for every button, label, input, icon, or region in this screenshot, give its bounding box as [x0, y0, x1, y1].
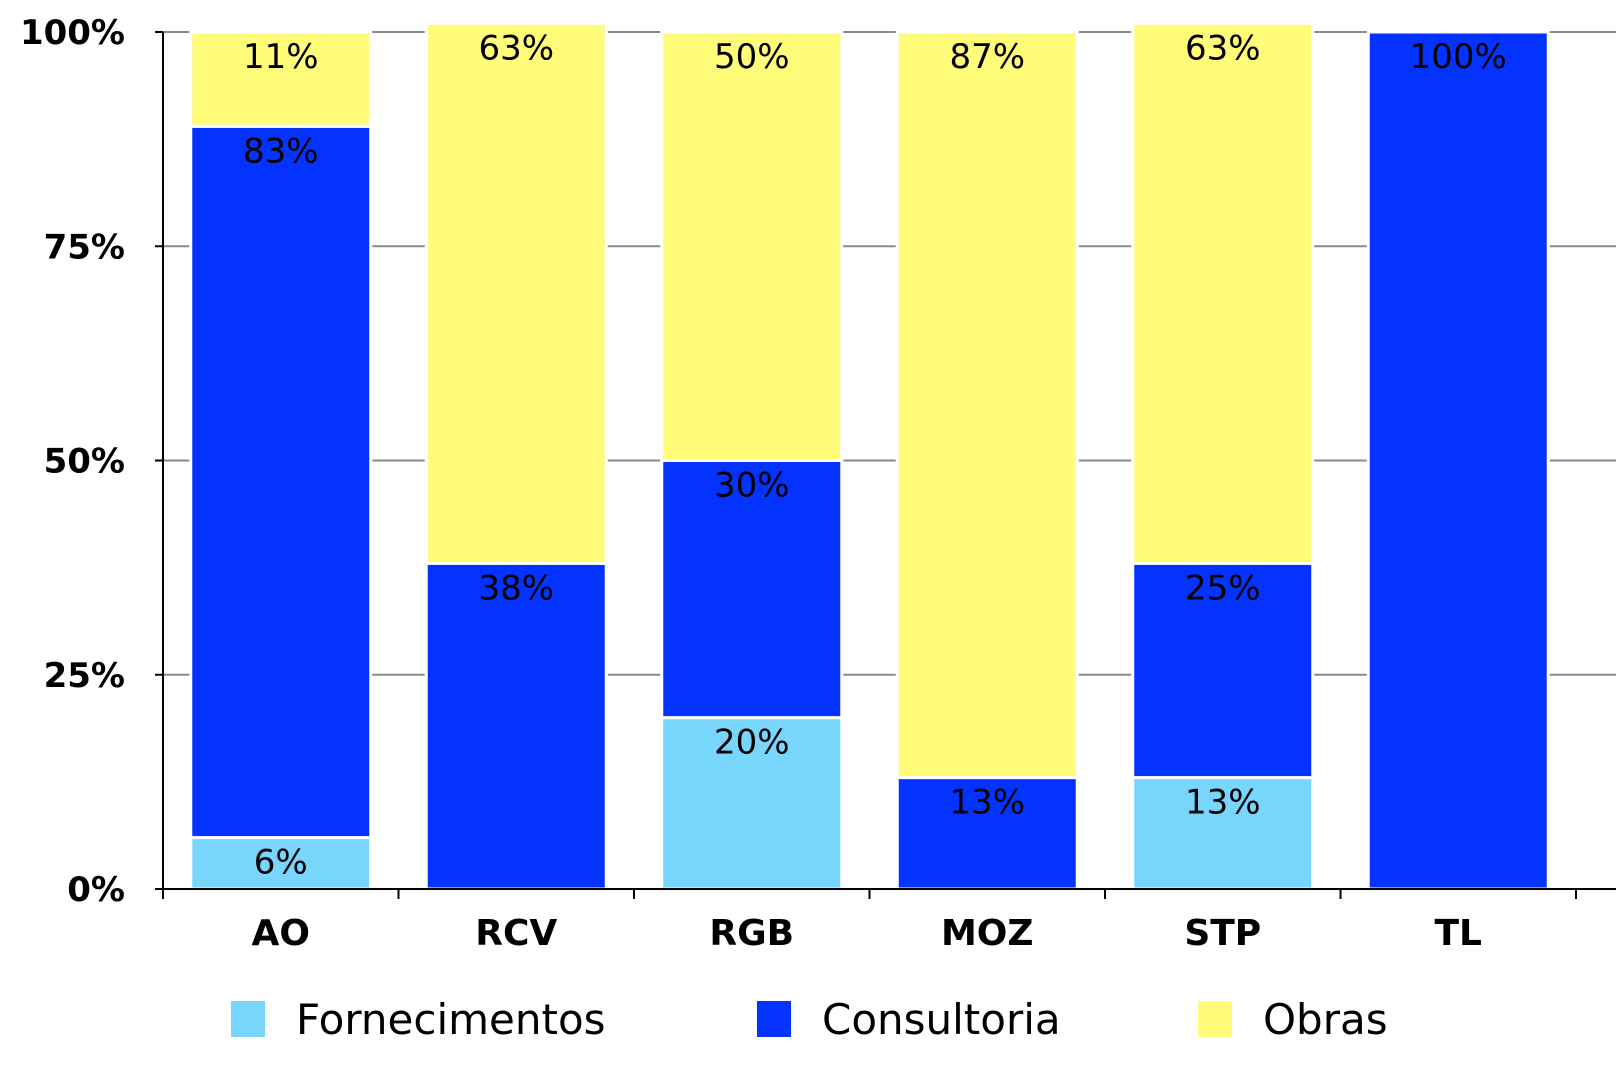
x-category-label: RGB — [709, 913, 794, 954]
data-label: 25% — [1185, 568, 1261, 608]
bar-fornecimentos-ao — [189, 836, 373, 891]
bar-fornecimentos-stp — [1131, 776, 1315, 891]
bar-obras-rgb — [660, 30, 844, 462]
bar-obras-moz — [895, 30, 1079, 780]
data-label: 87% — [949, 37, 1025, 77]
legend-label: Consultoria — [822, 995, 1061, 1044]
x-category-label: AO — [252, 913, 310, 954]
legend-label: Obras — [1263, 995, 1388, 1044]
bars: 6% 83% 11% 38% 63% 20% 30% 50% 13% 87% 13% 25% 63% 10… — [189, 21, 1550, 891]
data-label: 83% — [243, 131, 319, 171]
bar-obras-ao — [189, 30, 373, 128]
legend-swatch — [1198, 1001, 1232, 1037]
axes — [155, 31, 1616, 899]
data-label: 63% — [478, 28, 554, 68]
bar-consultoria-rcv — [424, 561, 608, 891]
data-label: 13% — [949, 783, 1025, 823]
y-tick-label: 0% — [67, 870, 125, 910]
y-tick-label: 25% — [44, 656, 125, 696]
x-category-label: STP — [1184, 913, 1261, 954]
data-label: 20% — [714, 723, 790, 763]
y-tick-label: 50% — [44, 442, 125, 482]
data-label: 63% — [1185, 28, 1261, 68]
bar-obras-stp — [1131, 21, 1315, 565]
legend: Fornecimentos Consultoria Obras — [231, 995, 1388, 1044]
bar-consultoria-moz — [895, 776, 1079, 891]
data-label: 30% — [714, 466, 790, 506]
legend-swatch — [231, 1001, 265, 1037]
y-tick-label: 100% — [20, 13, 125, 53]
x-category-label: TL — [1435, 913, 1483, 954]
x-axis-category-labels: AO RCV RGB MOZ STP TL — [252, 913, 1482, 954]
data-label: 6% — [254, 843, 308, 883]
data-label: 38% — [478, 568, 554, 608]
bar-consultoria-ao — [189, 124, 373, 840]
x-category-label: RCV — [475, 913, 557, 954]
bar-consultoria-rgb — [660, 459, 844, 720]
y-tick-label: 75% — [44, 227, 125, 267]
bar-consultoria-stp — [1131, 561, 1315, 780]
data-label: 13% — [1185, 783, 1261, 823]
legend-label: Fornecimentos — [296, 995, 606, 1044]
y-axis-tick-labels: 0% 25% 50% 75% 100% — [20, 13, 125, 910]
bar-obras-rcv — [424, 21, 608, 565]
data-label: 100% — [1410, 37, 1507, 77]
x-category-label: MOZ — [941, 913, 1034, 954]
data-label: 50% — [714, 37, 790, 77]
data-label: 11% — [243, 37, 319, 77]
bar-consultoria-tl — [1366, 30, 1550, 891]
legend-swatch — [757, 1001, 791, 1037]
